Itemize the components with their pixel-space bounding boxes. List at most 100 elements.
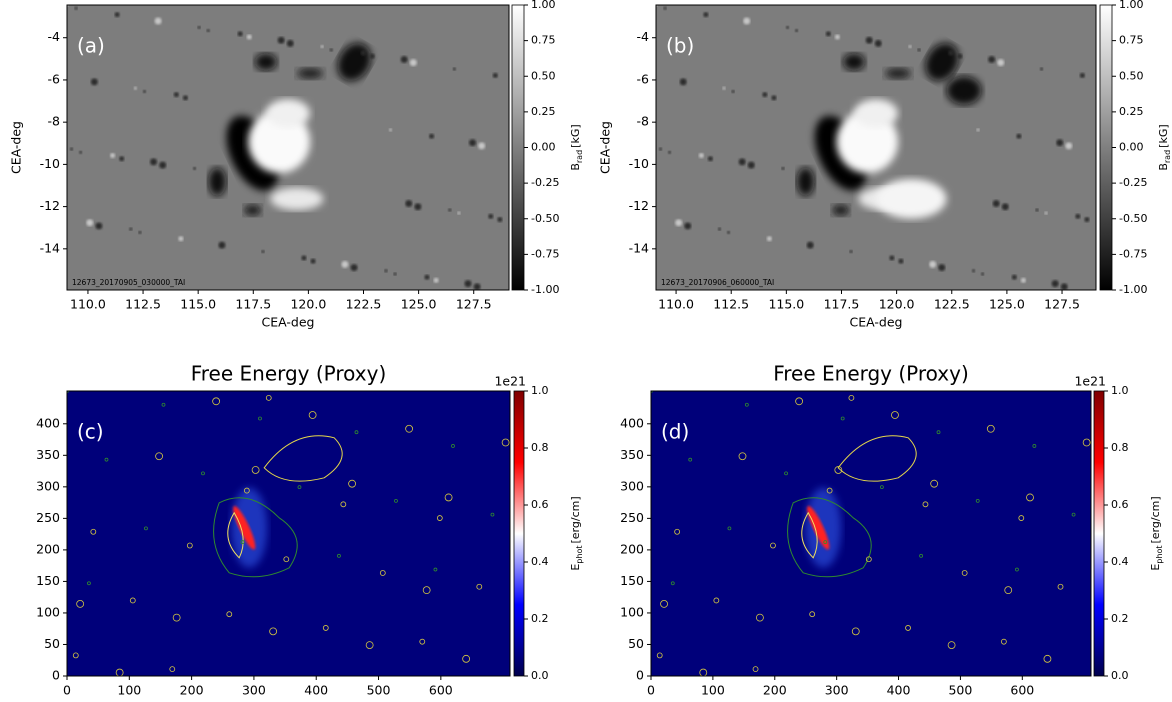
x-tick-label: 125.0 [401, 297, 437, 312]
contour-speck [161, 402, 166, 407]
magnetic-feature [254, 53, 277, 71]
energy-bg [651, 391, 1091, 676]
x-tick-label: 120.0 [879, 297, 915, 312]
network-speck [917, 48, 921, 52]
network-speck [1060, 283, 1068, 290]
network-speck [488, 213, 494, 219]
network-speck [825, 31, 831, 37]
colorbar-tick-label: 0.50 [1119, 69, 1144, 82]
network-speck [988, 55, 996, 63]
contour-speck [129, 597, 136, 604]
network-speck [1051, 280, 1059, 288]
colorbar-tick-label: 0.8 [1111, 441, 1129, 454]
y-tick-label: -8 [637, 114, 650, 129]
colorbar-tick-label: -1.00 [1119, 283, 1147, 296]
colorbar-tick-label: 0.25 [1119, 105, 1144, 118]
contour-speck [905, 625, 911, 631]
y-tick-label: -4 [637, 29, 650, 44]
network-speck [948, 50, 954, 56]
timestamp: 12673_20170905_030000_TAI [72, 278, 185, 287]
contour-speck [756, 613, 764, 622]
magnetic-feature [265, 99, 311, 128]
contour-speck [283, 556, 290, 563]
contour-speck [240, 540, 245, 544]
magnetic-feature [946, 76, 982, 105]
panel: 110.0 112.5 115.0 117.5 120.0 122.5 125.0 127.5… [598, 0, 1172, 330]
colorbar-tick-label: 0.50 [531, 69, 556, 82]
network-speck [981, 272, 985, 276]
colorbar-tick-label: 1.0 [531, 384, 549, 397]
panel: 0 100 200 300 400 500 600 0 50 100 150 200 250 300 350… [36, 362, 583, 698]
contour-speck [354, 430, 359, 435]
colorbar-offset: 1e21 [1074, 374, 1106, 389]
colorbar [1099, 4, 1113, 291]
y-tick-label: 250 [620, 510, 644, 525]
network-speck [464, 280, 472, 288]
y-tick-label: 200 [36, 541, 60, 556]
network-speck [771, 95, 777, 101]
colorbar-tick-label: 1.0 [1111, 384, 1129, 397]
network-speck [159, 161, 167, 169]
y-tick-label: -14 [40, 240, 60, 255]
magnetic-feature [208, 167, 227, 196]
contour-speck [1082, 438, 1091, 447]
network-speck [722, 86, 726, 90]
y-tick-label: 0 [636, 668, 644, 683]
network-speck [433, 277, 439, 283]
colorbar-tick-label: -0.50 [1119, 212, 1147, 225]
network-speck [1056, 139, 1064, 147]
contour-speck [1043, 654, 1052, 663]
contour-speck [713, 597, 720, 604]
energy-bg [67, 391, 510, 676]
y-axis-label: CEA-deg [9, 121, 24, 174]
contour-speck [834, 466, 843, 474]
contour-speck [1032, 444, 1037, 448]
contour-speck [297, 485, 302, 490]
contour-speck [770, 542, 776, 549]
x-tick-label: 115.0 [768, 297, 804, 312]
contour-speck [501, 438, 510, 447]
x-tick-label: 122.5 [934, 297, 970, 312]
network-speck [150, 158, 158, 166]
network-speck [703, 12, 709, 18]
network-speck [849, 250, 853, 254]
x-tick-label: 200 [180, 683, 204, 698]
contour-speck [90, 528, 97, 535]
colorbar-label-unit: [erg/cm] [569, 496, 582, 543]
contour-speck [436, 515, 443, 521]
network-speck [369, 53, 375, 59]
magnetic-feature [884, 67, 912, 80]
contour-speck [961, 570, 968, 576]
timestamp: 12673_20170906_060000_TAI [661, 278, 774, 287]
x-tick-label: 120.0 [290, 297, 326, 312]
y-tick-label: -10 [629, 156, 649, 171]
colorbar-label-subscript: rad [1163, 150, 1172, 163]
chart-title: Free Energy (Proxy) [773, 362, 969, 386]
network-speck [663, 6, 667, 10]
contour-speck [699, 668, 708, 676]
network-speck [898, 258, 904, 264]
network-speck [237, 31, 243, 37]
contour-speck [76, 599, 85, 608]
y-tick-label: -14 [629, 240, 649, 255]
x-tick-label: 500 [948, 683, 972, 698]
contour-speck [826, 487, 833, 494]
network-speck [310, 258, 316, 264]
network-speck [133, 86, 137, 90]
contour-speck [930, 479, 939, 488]
x-tick-label: 400 [887, 683, 911, 698]
network-speck [206, 29, 210, 33]
network-speck [286, 39, 294, 47]
network-speck [129, 227, 133, 231]
network-speck [173, 92, 179, 98]
contour-speck [660, 599, 668, 608]
colorbar-tick-label: -0.75 [1119, 247, 1147, 260]
y-tick-label: 300 [620, 478, 644, 493]
contour-speck [348, 479, 356, 488]
network-speck [1040, 67, 1044, 71]
x-tick-label: 300 [825, 683, 849, 698]
y-axis-label: CEA-deg [598, 121, 613, 174]
colorbar-label-symbol: B [1157, 163, 1170, 171]
x-tick-label: 400 [304, 683, 328, 698]
y-tick-label: 200 [620, 541, 644, 556]
